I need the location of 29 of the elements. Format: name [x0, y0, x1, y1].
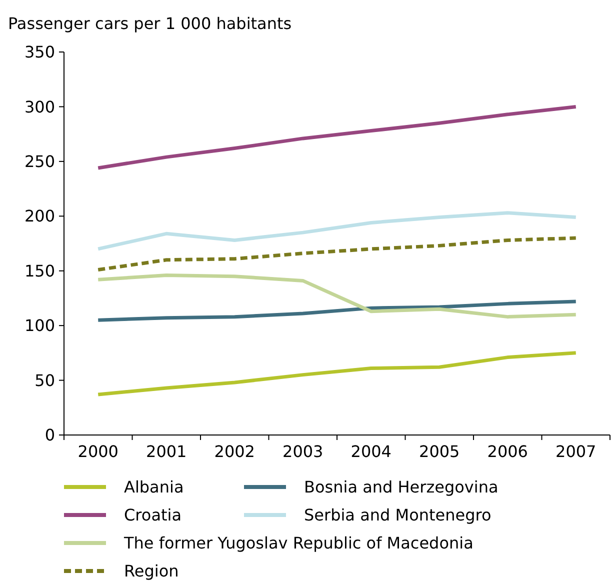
line-series — [96, 236, 578, 272]
x-tick-label: 2002 — [214, 442, 255, 461]
legend-label: The former Yugoslav Republic of Macedonia — [123, 534, 474, 553]
line-series — [96, 351, 578, 396]
y-tick-label: 250 — [24, 152, 55, 172]
line-series — [96, 273, 578, 319]
y-tick-label: 0 — [44, 426, 55, 445]
x-tick-label: 2007 — [556, 442, 596, 461]
line-series — [96, 300, 578, 322]
legend-label: Region — [124, 562, 179, 581]
legend-label: Bosnia and Herzegovina — [304, 478, 498, 497]
legend-label: Serbia and Montenegro — [304, 506, 492, 525]
line-series — [96, 211, 578, 251]
y-tick-label: 100 — [24, 316, 55, 336]
y-tick-label: 300 — [24, 97, 55, 116]
x-tick-label: 2003 — [282, 442, 324, 461]
y-tick-label: 200 — [24, 206, 55, 226]
y-axis-title: Passenger cars per 1 000 habitants — [8, 14, 292, 33]
x-tick-label: 2006 — [487, 442, 528, 461]
y-tick-label: 50 — [34, 370, 55, 390]
x-tick-label: 2004 — [350, 442, 392, 461]
legend-label: Albania — [124, 478, 184, 497]
y-tick-label: 350 — [24, 42, 55, 62]
x-tick-label: 2005 — [419, 442, 460, 461]
x-tick-label: 2000 — [78, 442, 118, 461]
y-tick-label: 150 — [24, 261, 55, 280]
legend-label: Croatia — [124, 506, 182, 525]
x-tick-label: 2001 — [146, 442, 187, 461]
line-series — [96, 104, 578, 170]
